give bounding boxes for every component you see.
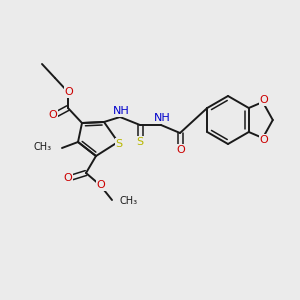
Text: S: S xyxy=(116,139,123,149)
Text: O: O xyxy=(177,145,185,155)
Text: O: O xyxy=(260,135,268,145)
Text: NH: NH xyxy=(154,113,170,123)
Text: O: O xyxy=(260,95,268,105)
Text: O: O xyxy=(49,110,57,120)
Text: S: S xyxy=(136,137,144,147)
Text: O: O xyxy=(64,87,74,97)
Text: CH₃: CH₃ xyxy=(34,142,52,152)
Text: O: O xyxy=(64,173,72,183)
Text: NH: NH xyxy=(112,106,129,116)
Text: CH₃: CH₃ xyxy=(120,196,138,206)
Text: O: O xyxy=(97,180,105,190)
